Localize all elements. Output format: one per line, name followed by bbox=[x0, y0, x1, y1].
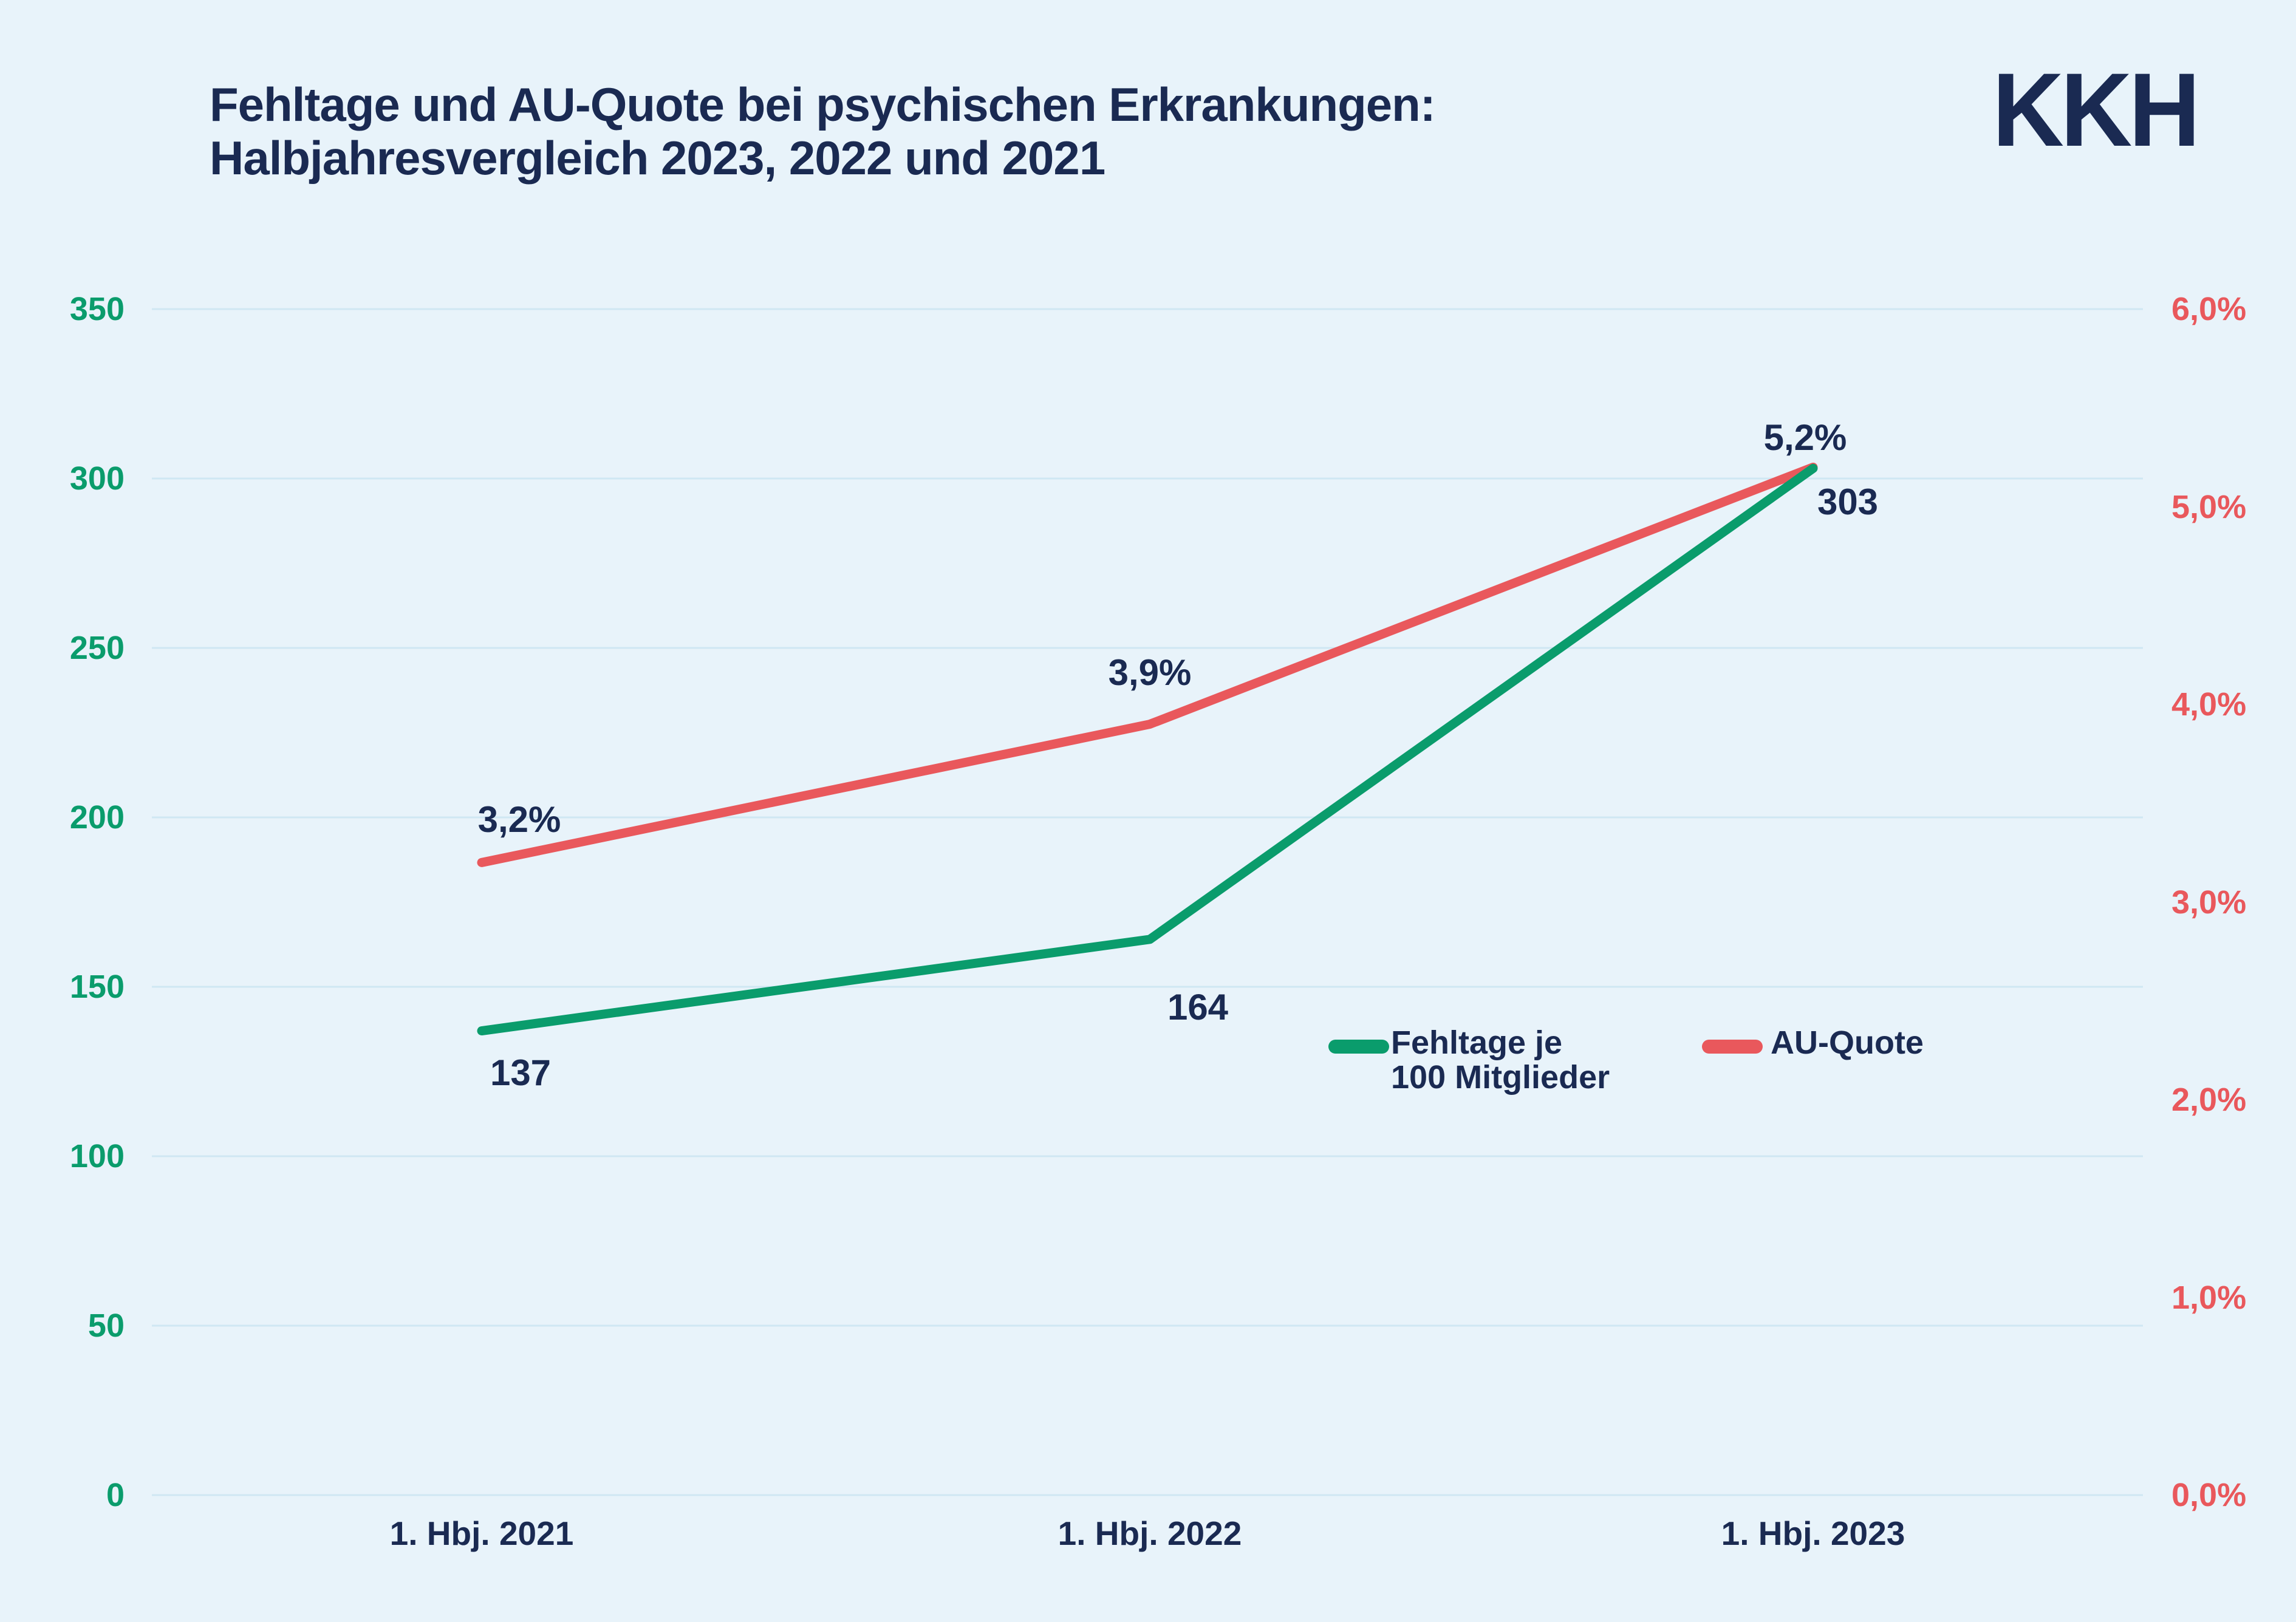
legend-label-fehltage: Fehltage je 100 Mitglieder bbox=[1391, 1026, 1610, 1095]
x-axis-label: 1. Hbj. 2021 bbox=[389, 1515, 574, 1552]
legend-label-fehltage-line-1: Fehltage je bbox=[1391, 1024, 1563, 1061]
left-axis-tick: 150 bbox=[69, 969, 125, 1005]
fehltage-line bbox=[477, 463, 1818, 1036]
chart-title: Fehltage und AU-Quote bei psychischen Er… bbox=[210, 78, 1436, 185]
right-axis-tick: 1,0% bbox=[2171, 1279, 2247, 1316]
fehltage-value-label: 137 bbox=[490, 1052, 552, 1093]
right-axis-tick: 0,0% bbox=[2171, 1477, 2247, 1513]
left-axis-tick: 300 bbox=[69, 460, 125, 497]
legend-label-au-quote: AU-Quote bbox=[1771, 1026, 1924, 1060]
left-axis-tick: 50 bbox=[87, 1307, 125, 1344]
chart-title-line-2: Halbjahresvergleich 2023, 2022 und 2021 bbox=[210, 131, 1105, 185]
au-quote-line bbox=[477, 462, 1818, 867]
left-axis-tick: 200 bbox=[69, 799, 125, 836]
fehltage-value-label: 303 bbox=[1817, 482, 1879, 523]
x-axis-label: 1. Hbj. 2023 bbox=[1721, 1515, 1905, 1552]
chart-title-line-1: Fehltage und AU-Quote bei psychischen Er… bbox=[210, 78, 1436, 131]
right-axis-tick: 6,0% bbox=[2171, 291, 2247, 327]
right-axis-tick: 3,0% bbox=[2171, 884, 2247, 921]
left-axis-tick: 100 bbox=[69, 1138, 125, 1174]
left-axis-tick: 0 bbox=[106, 1477, 125, 1513]
right-axis-tick: 5,0% bbox=[2171, 488, 2247, 525]
legend-label-au-quote-line-1: AU-Quote bbox=[1771, 1024, 1924, 1061]
kkh-logo: KKH bbox=[1992, 52, 2201, 168]
x-axis-label: 1. Hbj. 2022 bbox=[1057, 1515, 1242, 1552]
right-axis-tick: 2,0% bbox=[2171, 1082, 2247, 1118]
au-quote-value-label: 3,9% bbox=[1108, 652, 1192, 693]
legend-label-fehltage-line-2: 100 Mitglieder bbox=[1391, 1059, 1610, 1096]
legend-swatch-au-quote-line bbox=[1702, 1040, 1763, 1054]
right-axis-tick: 4,0% bbox=[2171, 686, 2247, 723]
legend-swatch-fehltage-line bbox=[1328, 1040, 1389, 1054]
au-quote-value-label: 5,2% bbox=[1763, 417, 1847, 458]
left-axis-tick: 350 bbox=[69, 291, 125, 327]
left-axis-tick: 250 bbox=[69, 630, 125, 666]
fehltage-value-label: 164 bbox=[1167, 986, 1229, 1027]
au-quote-value-label: 3,2% bbox=[477, 799, 561, 840]
